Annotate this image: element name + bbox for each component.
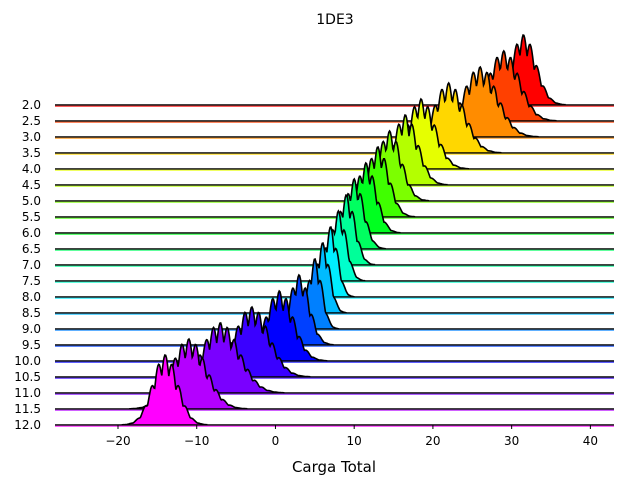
ridge-mask-5.5 [55, 217, 614, 233]
y-tick-label: 9.0 [22, 322, 41, 336]
y-tick-label: 11.0 [14, 386, 41, 400]
y-tick-label: 8.0 [22, 290, 41, 304]
x-axis-label: Carga Total [292, 458, 376, 476]
x-tick-label: 20 [425, 434, 440, 448]
ridge-5.0 [55, 129, 614, 217]
y-tick-label: 4.0 [22, 162, 41, 176]
x-tick-label: 10 [347, 434, 362, 448]
y-tick-label: 3.0 [22, 130, 41, 144]
ridge-area-2.5 [55, 51, 614, 121]
y-tick-label: 10.0 [14, 354, 41, 368]
ridge-mask-2.5 [55, 121, 614, 137]
ridge-mask-10.0 [55, 361, 614, 377]
y-tick-label: 4.5 [22, 178, 41, 192]
ridge-mask-9.0 [55, 329, 614, 345]
y-tick-labels: 2.0 2.5 3.0 3.5 4.0 4.5 5.0 5.5 6.0 6.5 7.0 7.5 8.0 8… [14, 98, 41, 432]
ridges-group [55, 33, 614, 441]
ridge-mask-5.0 [55, 201, 614, 217]
y-tick-label: 2.5 [22, 114, 41, 128]
ridge-area-12.0 [55, 355, 614, 425]
ridge-mask-3.5 [55, 153, 614, 169]
y-tick-label: 9.5 [22, 338, 41, 352]
y-tick-label: 5.0 [22, 194, 41, 208]
ridge-mask-4.5 [55, 185, 614, 201]
ridge-area-7.5 [55, 211, 614, 281]
x-tick-label: 0 [272, 434, 280, 448]
ridge-mask-3.0 [55, 137, 614, 153]
chart-title: 1DE3 [316, 12, 353, 28]
x-axis: −20 −10 0 10 20 30 40 [105, 425, 598, 448]
y-tick-label: 7.0 [22, 258, 41, 272]
ridge-5.5 [55, 145, 614, 233]
x-tick-label: −10 [184, 434, 209, 448]
ridge-area-3.0 [55, 67, 614, 137]
x-tick-label: −20 [105, 434, 130, 448]
ridge-mask-8.5 [55, 313, 614, 329]
ridge-mask-9.5 [55, 345, 614, 361]
y-tick-label: 12.0 [14, 418, 41, 432]
ridge-3.5 [55, 81, 614, 169]
ridge-mask-11.0 [55, 393, 614, 409]
y-tick-label: 10.5 [14, 370, 41, 384]
x-tick-label: 30 [504, 434, 519, 448]
y-tick-label: 6.5 [22, 242, 41, 256]
ridge-mask-4.0 [55, 169, 614, 185]
y-tick-label: 6.0 [22, 226, 41, 240]
ridge-mask-12.0 [55, 425, 614, 441]
ridge-mask-10.5 [55, 377, 614, 393]
ridge-12.0 [55, 353, 614, 441]
y-tick-label: 2.0 [22, 98, 41, 112]
ridge-area-8.0 [55, 227, 614, 297]
y-tick-label: 8.5 [22, 306, 41, 320]
ridge-9.0 [55, 257, 614, 345]
y-tick-label: 3.5 [22, 146, 41, 160]
x-tick-label: 40 [583, 434, 598, 448]
ridge-area-11.5 [55, 339, 614, 409]
y-tick-label: 5.5 [22, 210, 41, 224]
y-tick-label: 7.5 [22, 274, 41, 288]
y-tick-label: 11.5 [14, 402, 41, 416]
ridge-outline-12.0 [121, 353, 208, 426]
